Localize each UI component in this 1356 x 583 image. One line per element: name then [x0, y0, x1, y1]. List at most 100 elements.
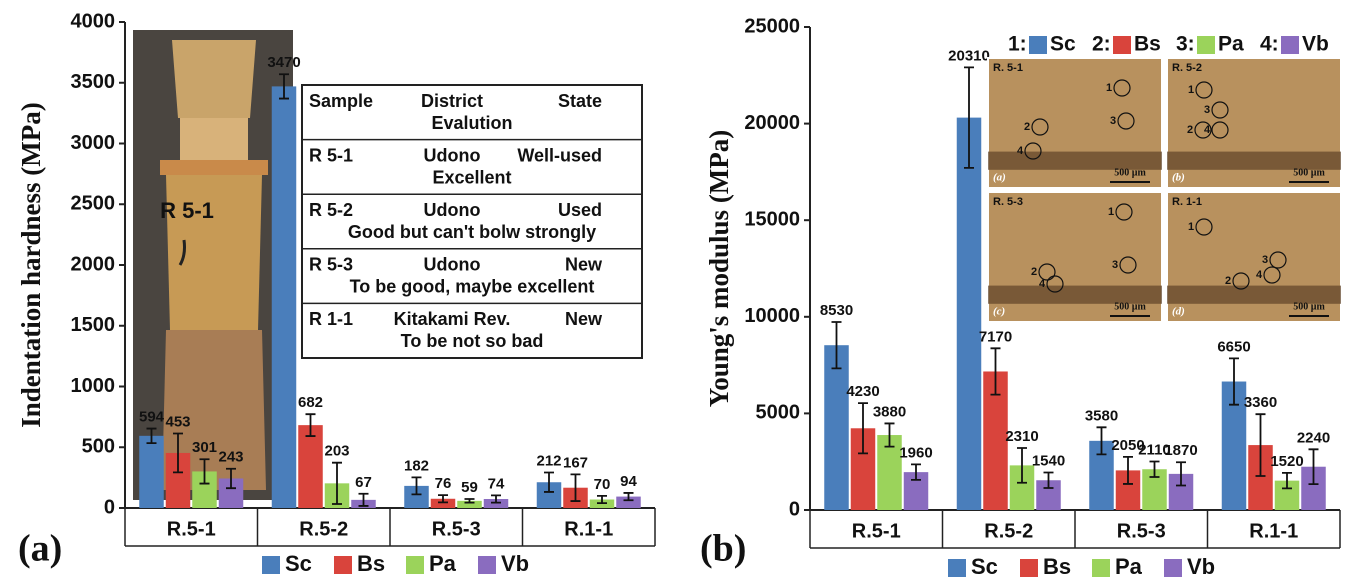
y-tick-label: 3500 [71, 71, 116, 93]
data-label: 59 [461, 479, 478, 496]
x-tick-label: R.1-1 [1249, 520, 1298, 542]
data-label: 3360 [1244, 394, 1277, 411]
reed-ring [160, 160, 268, 175]
micrograph-letter: (d) [1172, 306, 1185, 318]
data-label: 74 [488, 475, 505, 492]
y-tick-label: 0 [104, 496, 115, 518]
legend-label: Pa [429, 551, 457, 576]
table-cell: R 1-1 [309, 309, 353, 329]
reed-photo: R 5-1 [133, 30, 293, 500]
y-tick-label: 500 [82, 436, 115, 458]
x-tick-label: R.5-3 [1117, 520, 1166, 542]
inset-legend-prefix: 3: [1176, 33, 1195, 56]
inset-legend-swatch [1197, 36, 1215, 54]
bar [298, 425, 323, 508]
inset-legend-prefix: 4: [1260, 33, 1279, 56]
micrograph-sample: R. 5-1 [993, 62, 1023, 74]
inset-legend-label: Sc [1050, 33, 1076, 56]
legend-swatch [406, 556, 424, 574]
data-label: 1540 [1032, 452, 1065, 469]
data-label: 1960 [899, 444, 932, 461]
legend-swatch [1020, 559, 1038, 577]
scale-label: 500 µm [1293, 301, 1325, 312]
data-label: 3470 [267, 54, 300, 71]
x-tick-label: R.5-1 [852, 520, 901, 542]
data-label: 1870 [1164, 442, 1197, 459]
marker-number: 3 [1110, 115, 1116, 127]
micrograph-letter: (a) [993, 172, 1006, 184]
marker-number: 1 [1188, 84, 1194, 96]
y-tick-label: 2500 [71, 193, 116, 215]
data-label: 70 [594, 476, 611, 493]
legend-label: Sc [285, 551, 312, 576]
marker-number: 1 [1108, 206, 1114, 218]
inset-legend-swatch [1113, 36, 1131, 54]
legend-swatch [1164, 559, 1182, 577]
marker-number: 1 [1106, 82, 1112, 94]
table-cell: To be not so bad [401, 331, 544, 351]
x-tick-label: R.5-1 [167, 518, 216, 540]
table-cell: R 5-2 [309, 200, 353, 220]
data-label: 76 [435, 475, 452, 492]
data-label: 4230 [846, 383, 879, 400]
bar [272, 86, 297, 508]
x-tick-label: R.5-2 [984, 520, 1033, 542]
scale-label: 500 µm [1114, 301, 1146, 312]
legend-swatch [948, 559, 966, 577]
marker-number: 2 [1225, 275, 1231, 287]
table-cell: Udono [424, 255, 481, 275]
inset-legend-prefix: 1: [1008, 33, 1027, 56]
data-label: 3880 [873, 403, 906, 420]
table-cell: New [565, 309, 603, 329]
marker-number: 4 [1204, 124, 1211, 136]
data-label: 94 [620, 473, 637, 490]
y-tick-label: 2000 [71, 253, 116, 275]
marker-number: 4 [1256, 269, 1263, 281]
table-cell: Sample [309, 91, 373, 111]
y-tick-label: 1500 [71, 314, 116, 336]
data-label: 2310 [1005, 428, 1038, 445]
data-label: 203 [324, 443, 349, 460]
table-cell: District [421, 91, 483, 111]
legend-label: Sc [971, 554, 998, 579]
table-cell: Excellent [432, 167, 511, 187]
table-cell: New [565, 255, 603, 275]
y-tick-label: 25000 [744, 15, 800, 37]
marker-number: 3 [1112, 259, 1118, 271]
bar [957, 118, 982, 510]
bar [824, 345, 849, 510]
y-tick-label: 15000 [744, 208, 800, 230]
inset-legend-prefix: 2: [1092, 33, 1111, 56]
y-axis-label: Indentation hardness (MPa) [16, 102, 46, 428]
data-label: 6650 [1217, 338, 1250, 355]
y-tick-label: 0 [789, 498, 800, 520]
figure: R 5-1 05001000150020002500300035004000In… [0, 0, 1356, 583]
legend-label: Vb [501, 551, 529, 576]
data-label: 453 [165, 413, 190, 430]
table-cell: Used [558, 200, 602, 220]
inset-legend-swatch [1281, 36, 1299, 54]
legend-swatch [262, 556, 280, 574]
table-cell: Udono [424, 200, 481, 220]
table-cell: State [558, 91, 602, 111]
panel-label: (a) [18, 528, 62, 570]
data-label: 167 [563, 454, 588, 471]
scale-label: 500 µm [1293, 167, 1325, 178]
data-label: 7170 [979, 328, 1012, 345]
table-cell: R 5-3 [309, 255, 353, 275]
micrograph-letter: (b) [1172, 172, 1185, 184]
data-label: 1520 [1270, 453, 1303, 470]
y-tick-label: 5000 [756, 402, 801, 424]
y-axis-label: Young's modulus (MPa) [704, 130, 734, 408]
data-label: 20310 [948, 47, 990, 64]
y-tick-label: 10000 [744, 305, 800, 327]
panel-label: (b) [700, 528, 746, 570]
data-label: 3580 [1085, 407, 1118, 424]
y-tick-label: 20000 [744, 112, 800, 134]
data-label: 682 [298, 394, 323, 411]
marker-number: 3 [1262, 254, 1268, 266]
y-tick-label: 1000 [71, 375, 116, 397]
legend-label: Vb [1187, 554, 1215, 579]
marker-number: 3 [1204, 104, 1210, 116]
table-cell: Evalution [431, 113, 512, 133]
